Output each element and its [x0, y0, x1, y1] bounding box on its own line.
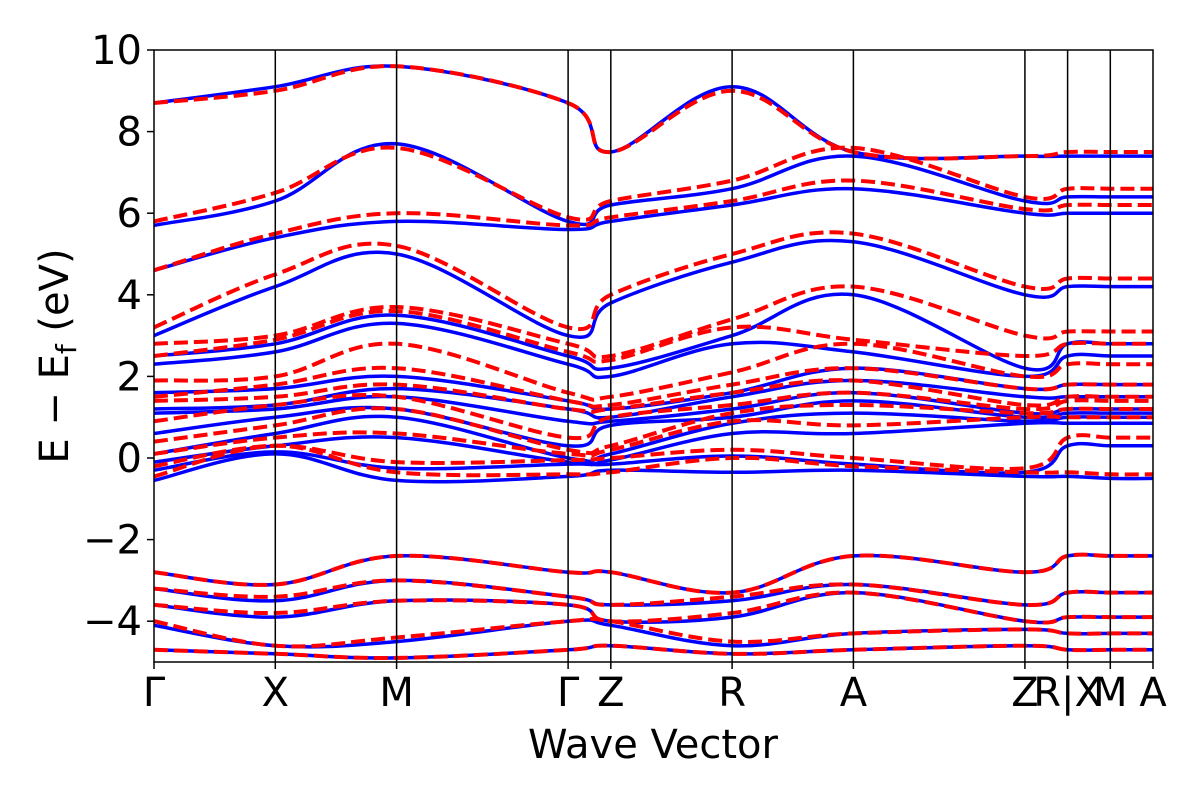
band-line-solid-11: [154, 186, 1153, 272]
band-line-dashed-12: [154, 145, 1153, 224]
y-tick-label: 6: [117, 191, 142, 237]
x-tick-label: R|X: [1033, 670, 1102, 716]
band-line-dashed-5: [154, 378, 1153, 414]
k-point-lines: [274, 50, 1112, 662]
x-tick-label: Γ: [557, 670, 580, 716]
band-line-dashed-2: [154, 414, 1153, 458]
band-line-dashed-4: [154, 390, 1153, 441]
x-tick-label: Γ: [143, 670, 166, 716]
y-tick-label: 0: [117, 436, 142, 482]
series-dashed: [154, 64, 1153, 661]
band-line-dashed-14: [154, 643, 1153, 661]
band-line-solid-12: [154, 142, 1153, 228]
y-tick-label: 2: [117, 354, 142, 400]
band-line-dashed-16: [154, 590, 1153, 625]
y-tick-label: 10: [91, 28, 142, 74]
band-line-dashed-18: [154, 552, 1153, 595]
x-tick-label: M: [379, 670, 414, 716]
x-tick-label: A: [840, 670, 868, 716]
band-line-dashed-1: [154, 433, 1153, 471]
band-line-solid-3: [154, 411, 1153, 463]
band-line-dashed-10: [154, 230, 1153, 331]
y-axis-ticks: −4 −2 0 2 4 6 8 10: [83, 28, 154, 645]
plot-frame: [153, 49, 1154, 663]
x-tick-label: Z: [597, 670, 624, 716]
band-line-solid-2: [154, 420, 1153, 467]
y-axis-label-unit: (eV): [32, 248, 78, 344]
band-line-dashed-17: [154, 578, 1153, 607]
band-line-dashed-7: [154, 341, 1153, 402]
band-line-dashed-13: [154, 64, 1153, 161]
x-tick-label: M: [1093, 670, 1128, 716]
y-tick-label: 8: [117, 110, 142, 156]
y-axis-label-main: E − E: [32, 354, 78, 464]
y-tick-label: −2: [83, 518, 142, 564]
x-axis-ticks: Γ X M Γ Z R A ZR|XM A: [143, 662, 1167, 716]
band-line-dashed-15: [154, 616, 1153, 649]
x-tick-label: R: [718, 670, 746, 716]
x-tick-label: Z: [1011, 670, 1038, 716]
bands-layer: [154, 64, 1153, 661]
band-line-dashed-11: [154, 178, 1153, 273]
band-line-solid-13: [154, 64, 1153, 161]
band-line-dashed-0: [154, 443, 1153, 479]
band-line-solid-10: [154, 238, 1153, 339]
band-line-dashed-9: [154, 284, 1153, 360]
band-line-dashed-6: [154, 365, 1153, 409]
y-axis-label: E − Ef (eV): [32, 248, 83, 463]
y-tick-label: −4: [83, 599, 142, 645]
x-axis-label: Wave Vector: [528, 722, 779, 768]
band-line-solid-15: [154, 618, 1153, 649]
y-tick-label: 4: [117, 273, 142, 319]
band-line-solid-0: [154, 452, 1153, 484]
y-axis-label-subscript: f: [50, 343, 83, 354]
x-tick-label: A: [1139, 670, 1167, 716]
band-line-solid-6: [154, 378, 1153, 420]
band-line-dashed-3: [154, 402, 1153, 456]
band-line-solid-8: [154, 321, 1153, 380]
x-tick-label: X: [262, 670, 289, 716]
band-line-dashed-8: [154, 309, 1153, 364]
